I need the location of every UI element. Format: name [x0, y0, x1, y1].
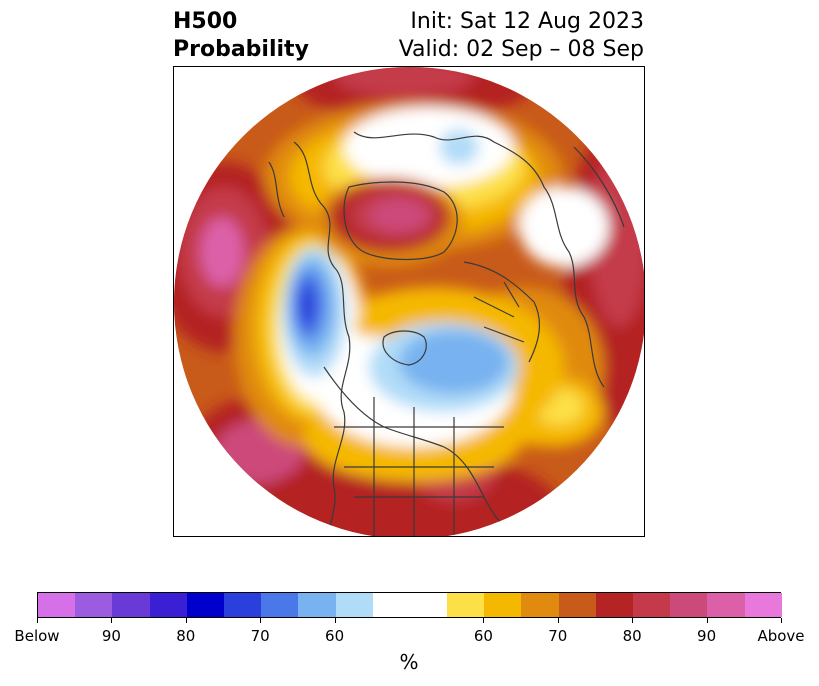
colorbar-tick-mark: [557, 618, 559, 623]
colorbar-tick-label: 90: [101, 627, 121, 645]
colorbar-tick-label: 60: [473, 627, 493, 645]
title-left: H500 Probability: [173, 8, 309, 64]
colorbar-segment: [335, 593, 373, 617]
colorbar-segment: [372, 593, 410, 617]
colorbar-tick-label: 70: [250, 627, 270, 645]
colorbar-segment: [595, 593, 633, 617]
title-variable: H500: [173, 9, 238, 34]
colorbar-segment: [38, 593, 76, 617]
colorbar-tick-mark: [260, 618, 262, 623]
colorbar-segment: [484, 593, 522, 617]
title-quantity: Probability: [173, 37, 309, 62]
colorbar-tick-mark: [706, 618, 708, 623]
colorbar-segment: [409, 593, 448, 617]
colorbar-segment: [112, 593, 150, 617]
map-panel: [173, 66, 645, 537]
colorbar-segment: [744, 593, 782, 617]
polar-map: [174, 67, 644, 536]
colorbar-tick-mark: [334, 618, 336, 623]
colorbar-tick-label: 80: [622, 627, 642, 645]
colorbar-tick-mark: [185, 618, 187, 623]
colorbar-segment: [521, 593, 559, 617]
colorbar-segment: [75, 593, 113, 617]
colorbar-segment: [298, 593, 336, 617]
colorbar-segment: [186, 593, 224, 617]
colorbar-segment: [670, 593, 708, 617]
valid-range: Valid: 02 Sep – 08 Sep: [398, 37, 644, 62]
colorbar-tick-label: Above: [757, 627, 805, 645]
colorbar-tick-mark: [111, 618, 113, 623]
colorbar-segment: [633, 593, 671, 617]
colorbar-tick-label: 70: [548, 627, 568, 645]
colorbar-unit: %: [399, 650, 419, 674]
colorbar-tick-label: Below: [14, 627, 60, 645]
title-right: Init: Sat 12 Aug 2023 Valid: 02 Sep – 08…: [399, 8, 644, 64]
colorbar-tick-mark: [37, 618, 38, 623]
colorbar: [37, 592, 782, 618]
colorbar-tick-label: 90: [697, 627, 717, 645]
colorbar-segment: [558, 593, 596, 617]
colorbar-segment: [149, 593, 187, 617]
init-date: Init: Sat 12 Aug 2023: [410, 9, 644, 34]
colorbar-tick-mark: [632, 618, 634, 623]
colorbar-segment: [261, 593, 299, 617]
colorbar-tick-mark: [781, 618, 782, 623]
coastlines: [268, 131, 625, 536]
colorbar-segment: [223, 593, 262, 617]
colorbar-segment: [447, 593, 485, 617]
colorbar-tick-label: 60: [325, 627, 345, 645]
colorbar-tick-label: 80: [176, 627, 196, 645]
colorbar-tick-mark: [483, 618, 485, 623]
colorbar-segment: [707, 593, 745, 617]
probability-field: [174, 67, 644, 536]
